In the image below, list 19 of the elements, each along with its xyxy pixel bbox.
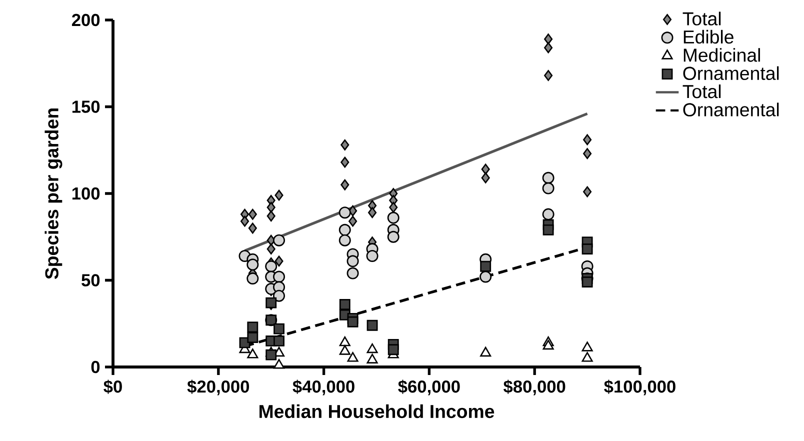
y-tick-label: 50 <box>82 274 100 286</box>
legend-label: Edible <box>684 30 734 44</box>
x-tick-label: $60,000 <box>398 380 460 396</box>
x-tick-label: $40,000 <box>292 380 354 396</box>
legend-label: Ornamental <box>683 102 779 116</box>
y-axis-title: Species per garden <box>44 108 62 280</box>
x-tick-label: $20,000 <box>187 380 250 396</box>
y-tick-label: 0 <box>91 360 100 374</box>
x-tick-label: $0 <box>104 380 122 394</box>
y-tick-label: 100 <box>72 187 100 200</box>
legend-label: Ornamental <box>683 66 779 80</box>
y-tick-label: 150 <box>72 100 100 113</box>
y-tick-label: 200 <box>72 14 100 26</box>
legend-label: Medicinal <box>684 48 760 62</box>
x-axis-title: Median Household Income <box>260 404 494 418</box>
legend-label: Total <box>682 12 721 26</box>
legend-label: Total <box>682 84 721 98</box>
x-tick-label: $100,000 <box>604 380 676 396</box>
x-tick-label: $80,000 <box>504 380 566 396</box>
